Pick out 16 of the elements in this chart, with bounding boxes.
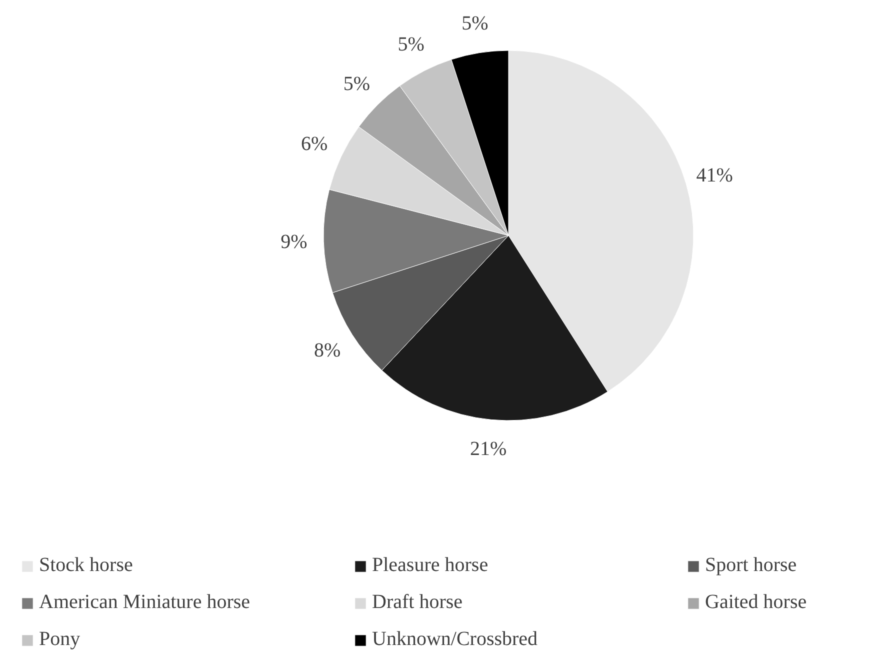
data-label: 5% [462,12,488,35]
data-label: 21% [470,438,507,460]
legend-label: Pleasure horse [372,554,490,577]
legend-label: Stock horse [39,554,134,577]
legend-label: Sport horse [705,554,798,577]
data-label: 5% [343,72,370,95]
legend-label: Gaited horse [705,591,808,614]
legend-label: Unknown/Crossbred [372,628,539,651]
data-label: 5% [398,33,424,56]
legend-label: American Miniature horse [39,591,252,614]
data-label: 8% [314,339,341,362]
legend-label: Draft horse [372,591,464,614]
data-label: 6% [300,133,328,156]
data-label: 9% [280,231,308,254]
data-label: 41% [696,164,733,187]
legend-label: Pony [39,628,82,651]
